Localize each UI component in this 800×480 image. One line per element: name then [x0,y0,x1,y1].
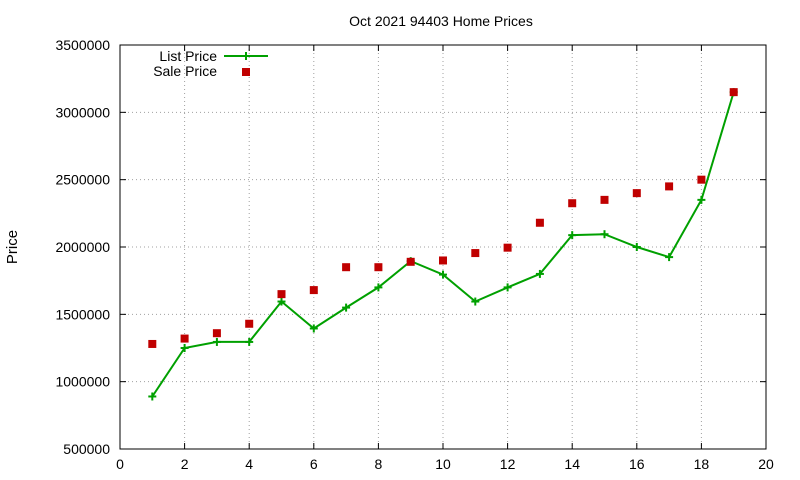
chart-title: Oct 2021 94403 Home Prices [349,13,533,29]
y-tick-label: 2000000 [55,239,110,255]
sale-price-point [632,189,641,198]
list-price-point [342,303,351,312]
x-tick-label: 6 [310,456,318,472]
y-tick-label: 1000000 [55,374,110,390]
sale-price-point [503,243,512,252]
x-tick-label: 12 [500,456,516,472]
list-price-point [471,297,480,306]
list-price-point [374,283,383,292]
x-tick-label: 2 [181,456,189,472]
y-axis-label: Price [4,230,21,264]
list-price-point [212,337,221,346]
sale-price-point [277,290,286,299]
list-price-point [568,231,577,240]
sale-price-point [406,257,415,266]
sale-price-point [309,286,318,295]
sale-price-point [729,88,738,97]
x-tick-label: 20 [758,456,774,472]
y-tick-label: 3500000 [55,37,110,53]
sale-price-point [471,249,480,258]
list-price-point [277,297,286,306]
legend-swatch-sale-price [242,68,250,76]
x-tick-label: 18 [694,456,710,472]
sale-price-point [180,334,189,343]
sale-price-point [535,218,544,227]
y-tick-label: 500000 [63,441,110,457]
list-price-point [600,230,609,239]
list-price-point [309,324,318,333]
list-price-point [535,269,544,278]
y-axis-tick-labels: 500000 1000000 1500000 2000000 2500000 300000… [55,37,110,457]
legend-swatch-list-price-marker [242,52,250,60]
legend-label-sale-price: Sale Price [153,63,217,79]
sale-price-point [665,182,674,191]
series-layer [148,88,738,401]
sale-price-point [342,263,351,272]
y-tick-label: 3000000 [55,104,110,120]
y-tick-label: 2500000 [55,172,110,188]
sale-price-point [245,319,254,328]
sale-price-point [374,263,383,272]
legend: List Price Sale Price [153,48,268,79]
list-price-point [632,243,641,251]
sale-price-point [568,199,577,208]
list-price-point [245,337,254,346]
x-tick-label: 4 [245,456,253,472]
list-price-point [503,283,512,292]
x-axis-tick-labels: 0 2 4 6 8 10 12 14 16 18 20 [116,456,774,472]
tick-marks [119,44,767,450]
sale-price-point [212,329,221,338]
sale-price-point [697,175,706,184]
list-price-point [697,195,706,204]
sale-price-point [439,256,447,265]
x-tick-label: 0 [116,456,124,472]
sale-price-point [600,195,609,204]
x-tick-label: 14 [564,456,580,472]
list-price-point [439,270,447,279]
x-tick-label: 16 [629,456,645,472]
x-tick-label: 10 [435,456,451,472]
sale-price-point [148,339,157,348]
y-tick-label: 1500000 [55,306,110,322]
grid [120,45,766,449]
legend-label-list-price: List Price [159,48,217,64]
list-price-point [148,392,157,401]
list-price-point [180,344,189,352]
x-tick-label: 8 [375,456,383,472]
list-price-point [665,253,674,262]
